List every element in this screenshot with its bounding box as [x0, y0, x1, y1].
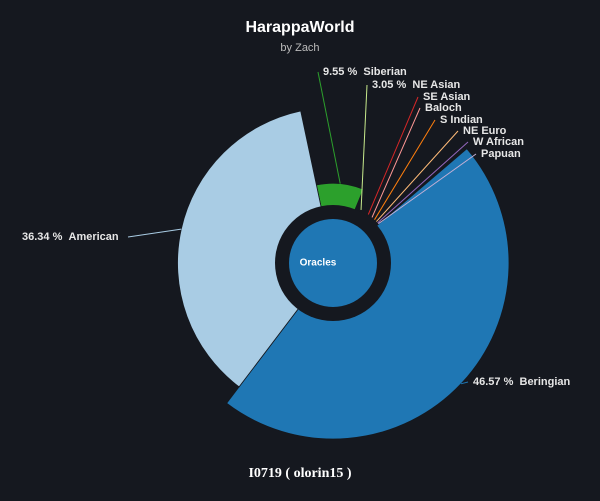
value-label: 3.05 %: [372, 79, 406, 91]
leader-line: [460, 381, 469, 385]
category-label: Papuan: [481, 148, 521, 160]
slice-label: SE Asian: [423, 91, 471, 103]
leader-line: [378, 153, 477, 225]
slice-label: W African: [473, 136, 524, 148]
leader-line: [317, 71, 341, 184]
category-label: Baloch: [425, 102, 462, 114]
slice-label: Papuan: [481, 148, 521, 160]
leader-line: [360, 84, 368, 210]
slice-label: 46.57 % Beringian: [473, 376, 571, 388]
leader-line: [371, 107, 421, 218]
center-label: Oracles: [300, 258, 337, 269]
chart-title: HarappaWorld: [245, 19, 354, 36]
leader-line: [376, 130, 459, 222]
center-disc: [289, 219, 377, 307]
footer: I0719 ( olorin15 ): [248, 466, 351, 481]
slice-label: S Indian: [440, 114, 483, 126]
pie-slice: [177, 110, 334, 388]
category-label: NE Euro: [463, 125, 507, 137]
chart-subtitle: by Zach: [280, 42, 319, 54]
category-label: American: [69, 231, 119, 243]
leader-line: [374, 119, 436, 220]
category-label: Beringian: [520, 376, 571, 388]
slice-label: 9.55 % Siberian: [323, 66, 407, 78]
leader-line: [377, 141, 469, 224]
slice-label: NE Euro: [463, 125, 507, 137]
slice-label: Baloch: [425, 102, 462, 114]
category-label: NE Asian: [412, 79, 460, 91]
category-label: W African: [473, 136, 524, 148]
category-label: Siberian: [363, 66, 407, 78]
slice-label: 3.05 % NE Asian: [372, 79, 461, 91]
value-label: 36.34 %: [22, 231, 63, 243]
leader-line: [127, 228, 182, 238]
slice-label: 36.34 % American: [22, 231, 119, 243]
category-label: S Indian: [440, 114, 483, 126]
category-label: SE Asian: [423, 91, 471, 103]
value-label: 46.57 %: [473, 376, 514, 388]
value-label: 9.55 %: [323, 66, 357, 78]
leader-line: [367, 96, 419, 215]
